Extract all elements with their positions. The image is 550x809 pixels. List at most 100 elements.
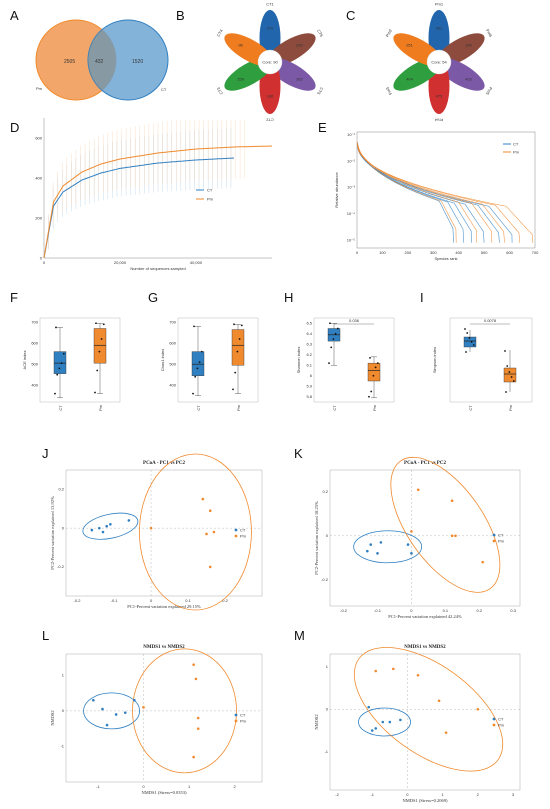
x-tick-label: 400: [455, 250, 462, 255]
flower-value-Pm3: 404: [406, 77, 413, 82]
legend-swatch-CT: [492, 533, 496, 537]
rank-curve-CT: [357, 143, 472, 243]
y-tick-label: 400: [169, 383, 176, 388]
flower-core-label: Core: 54: [431, 60, 447, 65]
y-tick-label: -1: [324, 749, 328, 754]
flower-core-label: Core: 90: [262, 60, 278, 65]
confidence-ellipse-Pm: [353, 647, 504, 772]
y-tick-label: 600: [169, 341, 176, 346]
scatter-point-CT: [114, 713, 118, 716]
y-axis-label: Shannon index: [296, 347, 301, 374]
x-tick-label: Pm: [372, 404, 377, 411]
flower-name-CT6: CT6: [316, 28, 324, 38]
box-point: [506, 365, 509, 367]
box-point-Pm: [369, 357, 371, 359]
scatter-point-Pm: [201, 497, 205, 501]
box-body-Pm: [231, 329, 245, 366]
scatter-point-Pm: [476, 707, 480, 711]
y-tick-label: -0.2: [57, 564, 65, 569]
legend-label-Pm: Pm: [498, 723, 505, 728]
y-tick-label: 10⁻¹: [347, 132, 356, 137]
panel-label-J: J: [42, 446, 49, 461]
scatter-point-Pm: [208, 509, 212, 513]
box-point-CT: [198, 361, 201, 363]
box-point-CT: [336, 327, 339, 330]
box-point-Pm: [240, 324, 243, 327]
scatter-point-Pm: [444, 731, 448, 734]
box-point-Pm: [236, 350, 239, 353]
scatter-point-CT: [379, 541, 383, 544]
box-point-Pm: [98, 350, 101, 353]
box-point-CT: [62, 352, 65, 355]
x-tick-label: CT: [196, 405, 201, 411]
x-tick-label: 0.1: [443, 608, 449, 613]
y-tick-label: 0: [40, 255, 43, 260]
box-point: [470, 341, 473, 343]
y-tick-label: 6.3: [306, 342, 312, 347]
flower-core: [426, 49, 452, 75]
chart-title: NMDS1 vs NMDS2: [143, 645, 185, 650]
box-point-Pm: [376, 362, 379, 365]
scatter-point-CT: [109, 522, 112, 526]
box-point: [465, 351, 467, 353]
rank-curve-CT: [357, 142, 465, 243]
y-tick-label: 1: [62, 673, 65, 678]
x-tick-label: -0.2: [340, 608, 348, 613]
legend-label-CT: CT: [498, 533, 504, 538]
box-point-CT: [330, 346, 333, 349]
flower-name-Pm5: Pm5: [485, 86, 494, 96]
y-axis-label: Chao1 index: [160, 349, 165, 371]
flower-value-CT3: 259: [237, 77, 244, 82]
box-point-CT: [332, 338, 335, 340]
venn-count-overlap: 432: [95, 59, 104, 65]
box-point-Pm: [100, 338, 103, 340]
box-point-CT: [329, 322, 331, 325]
y-tick-label: 6.1: [306, 363, 312, 368]
box-point: [472, 344, 475, 346]
significance-label: 0.036: [349, 318, 360, 323]
x-tick-label: 1: [188, 784, 191, 789]
x-tick-label: 0: [142, 784, 145, 789]
y-axis-label: PC2-Percent variation explained 18.25%: [314, 501, 319, 575]
x-tick-label: -0.1: [374, 608, 382, 613]
box-point-CT: [193, 325, 195, 328]
confidence-ellipse-CT: [353, 530, 423, 564]
flower-value-CT1: 270: [267, 26, 274, 31]
scatter-point-CT: [388, 720, 392, 724]
y-tick-label: 400: [31, 383, 38, 388]
box-frame: [313, 317, 395, 403]
y-tick-label: 1: [326, 664, 329, 669]
error-bars: [48, 120, 245, 250]
chart-title: PCoA - PC1 vs PC2: [143, 461, 185, 466]
box-point-CT: [196, 367, 199, 370]
legend-label-CT: CT: [498, 717, 504, 722]
flower-B: 270 CT1 220 CT6 362 CT5 186 CT2 259 CT3 96 CT4 Core:…: [215, 2, 324, 123]
x-tick-label: 0: [410, 608, 413, 613]
box-point-CT: [328, 362, 330, 365]
scatter-point-Pm: [192, 755, 195, 759]
y-tick-label: 5.8: [306, 394, 312, 399]
flower-name-Pm2: Pm2: [385, 28, 394, 38]
scatter-point-CT: [367, 705, 371, 709]
legend-label-Pm: Pm: [207, 197, 214, 202]
flower-C: 301 Pm1 164 Pm6 403 Pm5 475 Pm4 404 Pm3 251 Pm2 Core…: [384, 2, 494, 123]
scatter-point-Pm: [194, 677, 198, 681]
y-tick-label: 10⁻⁴: [347, 211, 356, 216]
scatter-point-Pm: [149, 526, 153, 530]
box-point: [466, 332, 469, 334]
x-tick-label: CT: [468, 405, 473, 411]
y-tick-label: 700: [31, 320, 38, 325]
panel-label-M: M: [294, 628, 305, 643]
scatter-point-Pm: [142, 706, 145, 709]
scatter-point-Pm: [481, 560, 484, 564]
flower-core: [257, 49, 283, 75]
scatter-point-Pm: [454, 534, 457, 538]
x-tick-label: 2: [234, 784, 237, 789]
panel-label-E: E: [318, 120, 327, 135]
box-point-CT: [200, 350, 203, 353]
panel-label-K: K: [294, 446, 303, 461]
box-point-Pm: [370, 390, 373, 393]
box-point: [512, 380, 515, 382]
x-axis-label: Species rank: [434, 256, 457, 261]
venn-label-pm: Pm: [36, 86, 43, 91]
